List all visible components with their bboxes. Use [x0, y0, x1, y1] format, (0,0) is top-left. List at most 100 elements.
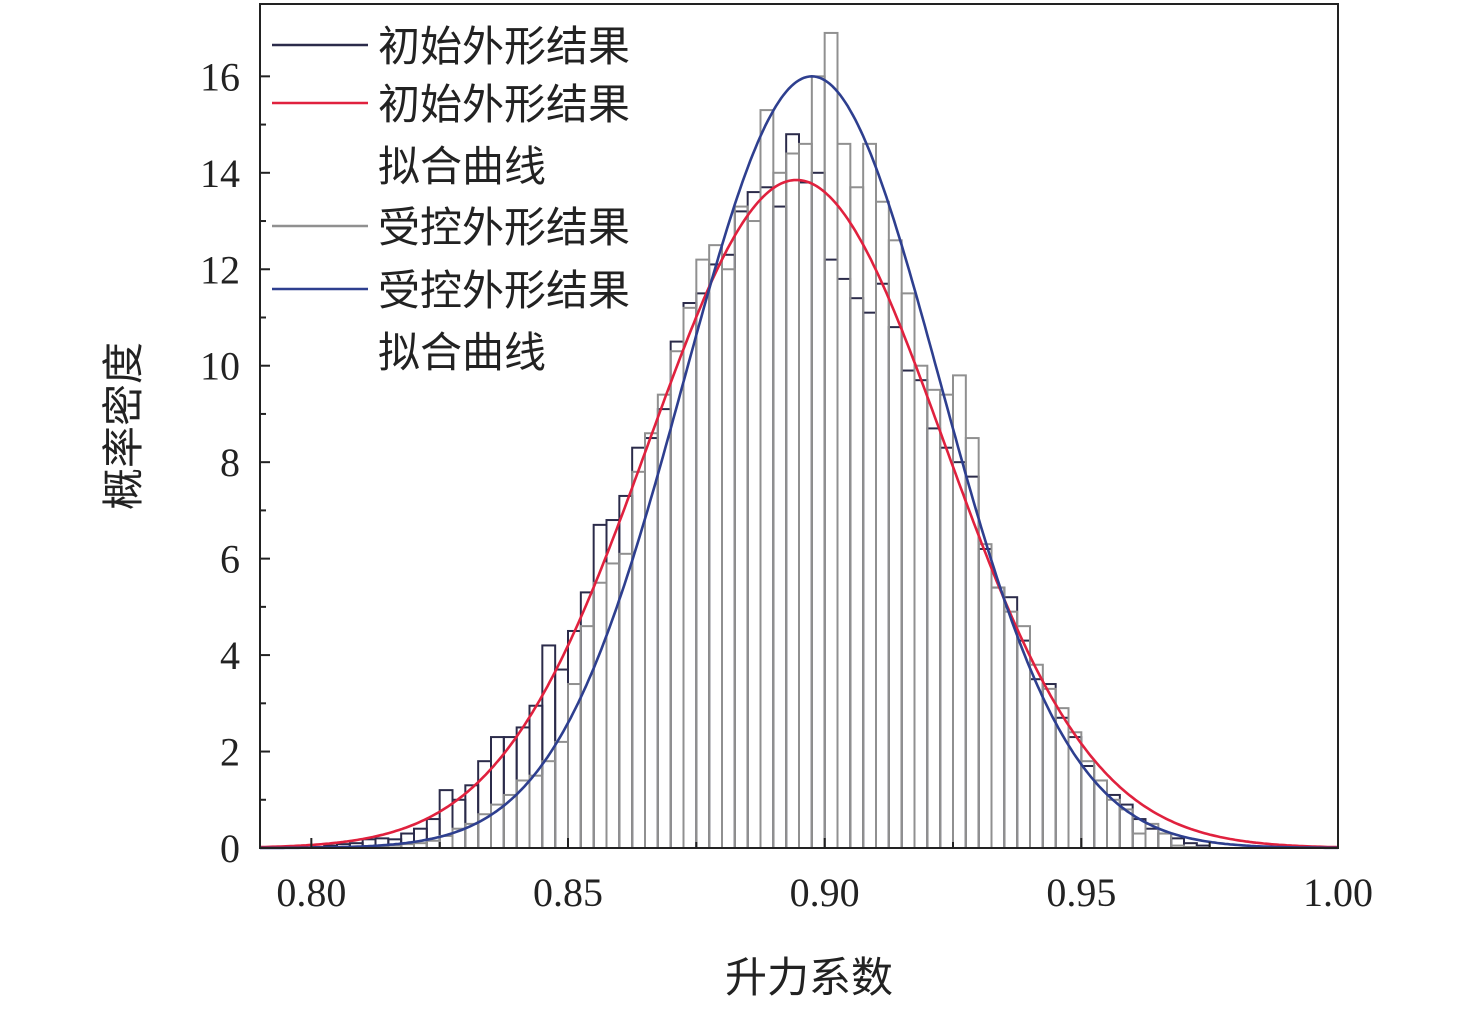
- histogram-bar: [836, 277, 852, 850]
- histogram-bar: [900, 369, 916, 849]
- histogram-bar: [1029, 678, 1044, 850]
- histogram-bar: [759, 186, 775, 850]
- histogram-bar: [541, 760, 557, 850]
- histogram-bar: [810, 171, 826, 850]
- histogram-bar: [823, 258, 839, 849]
- x-axis: 0.80 0.85 0.90 0.95 1.00: [276, 838, 1373, 915]
- y-tick-label: 4: [220, 633, 240, 678]
- histogram-bar: [579, 591, 595, 849]
- histogram-bar: [413, 827, 428, 849]
- histogram-bar: [656, 393, 672, 849]
- histogram-bar: [425, 818, 441, 850]
- histogram-bar: [438, 789, 454, 850]
- histogram-bar: [682, 302, 698, 849]
- histogram-bar: [528, 774, 544, 850]
- histogram-bar: [746, 220, 762, 849]
- histogram-bar: [695, 258, 711, 849]
- histogram-bar: [721, 268, 736, 849]
- y-tick-label: 12: [200, 247, 240, 292]
- histogram-bar: [913, 364, 929, 849]
- histogram-bar: [1093, 779, 1108, 849]
- histogram-bar: [849, 186, 865, 850]
- y-axis-label: 概率密度: [99, 342, 148, 510]
- histogram-bar: [1157, 832, 1173, 850]
- y-tick-label: 8: [220, 440, 240, 485]
- histogram-bar: [490, 736, 505, 849]
- histogram-bar: [733, 205, 749, 849]
- y-tick-label: 0: [220, 826, 240, 871]
- histogram-bar: [952, 461, 967, 849]
- histogram-bar: [772, 205, 788, 849]
- histogram-bar: [887, 326, 903, 850]
- legend-label: 初始外形结果: [378, 80, 630, 129]
- histogram-bar: [913, 379, 929, 849]
- histogram-bar: [990, 586, 1006, 850]
- histogram-bar: [1016, 639, 1032, 849]
- histogram-bar: [785, 152, 801, 850]
- histogram-bar: [438, 834, 454, 850]
- histogram-bar: [656, 408, 672, 849]
- histogram-bar: [836, 142, 852, 849]
- y-tick-label: 14: [200, 151, 240, 196]
- y-tick-label: 6: [220, 537, 240, 582]
- histogram-bar: [1106, 798, 1121, 849]
- x-tick-label: 0.95: [1046, 870, 1116, 915]
- histogram-bar: [887, 239, 903, 849]
- histogram-bar: [721, 253, 736, 849]
- controlled-shape-fit-curve: [260, 74, 1338, 850]
- histogram-bar: [1054, 716, 1070, 849]
- histogram-bar: [502, 736, 518, 849]
- histogram-bar: [939, 446, 955, 849]
- histogram-bar: [990, 586, 1006, 850]
- histogram-bar: [823, 31, 839, 850]
- legend-label: 拟合曲线: [378, 328, 546, 377]
- initial-shape-fit-curve: [259, 178, 1339, 849]
- histogram-bar: [862, 311, 878, 850]
- legend-label: 拟合曲线: [378, 142, 546, 191]
- histogram-bar: [618, 494, 634, 849]
- histogram-bar: [554, 668, 570, 849]
- histogram-bar: [1131, 832, 1147, 850]
- histogram-bar: [708, 263, 724, 850]
- histogram-bar: [464, 784, 480, 849]
- histogram-bar: [849, 297, 865, 849]
- histogram-bar: [900, 292, 916, 850]
- histogram-bar: [605, 519, 621, 849]
- y-tick-label: 16: [200, 54, 240, 99]
- histogram-bar: [1144, 827, 1160, 849]
- histogram-bar: [1118, 808, 1134, 849]
- histogram-bar: [554, 740, 570, 850]
- histogram-bar: [875, 200, 890, 850]
- x-axis-label: 升力系数: [725, 953, 893, 1002]
- histogram-bar: [746, 191, 762, 849]
- histogram-bar: [425, 839, 441, 849]
- y-axis: 0 2 4 6 8 10 12 14 16: [200, 54, 270, 871]
- legend-label: 受控外形结果: [378, 266, 630, 315]
- histogram-bar: [451, 798, 467, 849]
- histogram-bar: [952, 374, 967, 849]
- histogram-bar: [977, 543, 993, 849]
- histogram-bar: [1093, 779, 1108, 849]
- histogram-bar: [1016, 625, 1032, 849]
- histogram-bar: [567, 629, 582, 849]
- histogram-bar: [733, 210, 749, 849]
- legend-label: 受控外形结果: [378, 203, 630, 252]
- x-tick-label: 0.80: [276, 870, 346, 915]
- histogram-bar: [875, 282, 890, 849]
- histogram-bar: [798, 181, 813, 849]
- x-tick-label: 0.85: [533, 870, 603, 915]
- histogram-bar: [400, 832, 415, 850]
- histogram-bar: [759, 109, 775, 850]
- histogram-bar: [772, 171, 788, 850]
- histogram-bar: [977, 547, 993, 849]
- histogram-bar: [798, 142, 813, 849]
- x-tick-label: 1.00: [1303, 870, 1373, 915]
- y-tick-label: 2: [220, 730, 240, 775]
- histogram-bar: [1157, 832, 1173, 850]
- x-tick-label: 0.90: [790, 870, 860, 915]
- y-tick-label: 10: [200, 344, 240, 389]
- histogram-bar: [926, 388, 942, 849]
- histogram-bar: [682, 306, 698, 849]
